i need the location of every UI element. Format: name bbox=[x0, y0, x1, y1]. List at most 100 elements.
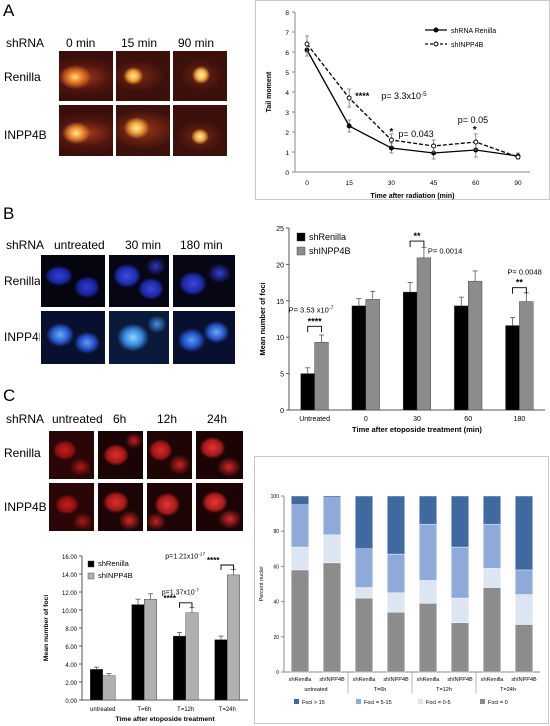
y-axis-title: Percent nuclei bbox=[259, 567, 265, 602]
legend-label: shINPP4B bbox=[309, 246, 351, 256]
legend-swatch bbox=[296, 232, 306, 242]
foci-image bbox=[146, 482, 193, 532]
y-tick-label: 0 bbox=[276, 670, 279, 676]
stacked-bar-segment bbox=[515, 495, 534, 571]
data-point bbox=[346, 123, 352, 129]
data-point bbox=[388, 137, 394, 143]
comet-image bbox=[115, 50, 171, 102]
stacked-bar-segment bbox=[291, 495, 310, 506]
p-value-label: p= 3.3x10-5 bbox=[381, 91, 427, 101]
x-tick-label: shRenilla bbox=[481, 677, 505, 683]
stacked-bar-segment bbox=[386, 553, 405, 594]
x-tick-label: 0 bbox=[305, 180, 309, 187]
foci-distribution-chart: 0 20 40 60 80 100 Percent nuclei shRenilla shINP… bbox=[254, 456, 549, 724]
bar bbox=[416, 257, 432, 411]
y-tick-label: 6 bbox=[285, 50, 289, 57]
legend-swatch bbox=[87, 572, 95, 580]
x-tick-label: Untreated bbox=[299, 416, 330, 423]
legend-label: shRNA Renilla bbox=[451, 28, 496, 35]
x-tick-label: T=6h bbox=[137, 707, 151, 713]
comet-image bbox=[172, 50, 228, 102]
stacked-bar-segment bbox=[515, 569, 534, 595]
bar bbox=[454, 305, 469, 411]
nuclei-image bbox=[40, 310, 106, 365]
legend-label: shINPP4B bbox=[98, 571, 133, 580]
stacked-bar-segment bbox=[354, 548, 373, 588]
significance-bracket bbox=[220, 564, 234, 570]
stacked-bar-segment bbox=[418, 495, 437, 525]
foci-b-chart: 0 5 10 15 20 25 Untreated 0 30 60 180 Time after et… bbox=[258, 226, 545, 434]
p-value-label: P= 0.0014 bbox=[428, 246, 462, 255]
panel-b-row-label: INPP4B bbox=[4, 330, 47, 344]
stacked-bar-segment bbox=[450, 546, 469, 599]
stacked-bar-segment bbox=[515, 594, 534, 625]
legend-marker bbox=[433, 41, 439, 47]
p-value-label: P= 0.0048 bbox=[507, 268, 541, 277]
panel-c-row-label: INPP4B bbox=[4, 500, 47, 514]
stacked-bar-segment bbox=[418, 603, 437, 673]
x-tick-label: T=12h bbox=[177, 707, 194, 713]
stacked-bar-segment bbox=[482, 567, 501, 588]
y-tick-label: 2 bbox=[285, 130, 289, 137]
significance-stars: **** bbox=[164, 594, 177, 603]
legend-label: Foci = 0-5 bbox=[426, 700, 451, 706]
data-point bbox=[346, 95, 352, 101]
stacked-bar-segment bbox=[450, 622, 469, 673]
panel-b-row-label: Renilla bbox=[4, 274, 41, 288]
panel-letter-a: A bbox=[3, 1, 15, 20]
x-tick-label: shINPP4B bbox=[447, 677, 473, 683]
y-tick-label: 10 bbox=[276, 335, 284, 342]
stacked-bar-segment bbox=[322, 497, 341, 535]
y-tick-label: 0.00 bbox=[65, 699, 77, 705]
bar bbox=[227, 574, 240, 701]
panel-letter-c: C bbox=[3, 386, 16, 405]
significance-stars: * bbox=[473, 125, 477, 136]
stacked-bar-segment bbox=[354, 495, 373, 549]
bar bbox=[519, 301, 534, 411]
y-tick-label: 60 bbox=[273, 564, 279, 570]
stacked-bar-segment bbox=[450, 495, 469, 548]
data-point bbox=[515, 154, 521, 160]
nuclei-image bbox=[172, 254, 236, 308]
stacked-bar-segment bbox=[450, 597, 469, 623]
x-tick-label: untreated bbox=[90, 707, 115, 713]
x-tick-label: shINPP4B bbox=[383, 677, 409, 683]
legend-swatch bbox=[87, 560, 95, 568]
nuclei-image bbox=[40, 254, 106, 308]
stacked-bar-segment bbox=[322, 562, 341, 673]
panel-a-time-label: 15 min bbox=[121, 36, 158, 50]
significance-stars: * bbox=[389, 127, 393, 138]
p-value-label: p=1.21x10-17 bbox=[165, 552, 205, 561]
y-axis-title: Tail moment bbox=[266, 71, 273, 112]
foci-image bbox=[146, 430, 193, 480]
x-tick-label: 30 bbox=[388, 180, 396, 187]
foci-image bbox=[195, 430, 244, 480]
panel-c-row-label: Renilla bbox=[4, 446, 41, 460]
panel-b-time-label: 180 min bbox=[180, 238, 223, 252]
significance-stars: **** bbox=[308, 316, 323, 326]
p-value-label: p=1.37x10-7 bbox=[162, 588, 200, 597]
bar bbox=[402, 291, 418, 411]
bar bbox=[351, 305, 366, 411]
panel-a-time-label: 0 min bbox=[66, 36, 96, 50]
significance-stars: ** bbox=[413, 231, 421, 241]
y-tick-label: 6.00 bbox=[65, 645, 77, 651]
stacked-bar-segment bbox=[291, 504, 310, 548]
legend-swatch bbox=[356, 699, 361, 704]
significance-bracket bbox=[409, 240, 425, 248]
y-tick-label: 15 bbox=[276, 299, 284, 306]
y-tick-label: 16.00 bbox=[62, 555, 78, 561]
panel-a-row-label: INPP4B bbox=[4, 128, 47, 142]
data-point bbox=[431, 143, 437, 149]
stacked-bar-segment bbox=[291, 569, 310, 673]
y-axis-title: Mean number of foci bbox=[258, 282, 267, 355]
comet-image bbox=[58, 104, 114, 157]
x-tick-label: shRenilla bbox=[289, 677, 313, 683]
bar bbox=[314, 342, 329, 411]
stacked-bar-segment bbox=[322, 495, 341, 498]
y-tick-label: 20 bbox=[273, 635, 279, 641]
x-tick-label: 45 bbox=[430, 180, 438, 187]
stacked-bar-segment bbox=[291, 546, 310, 571]
bar bbox=[102, 675, 116, 701]
y-tick-label: 0 bbox=[285, 170, 289, 177]
